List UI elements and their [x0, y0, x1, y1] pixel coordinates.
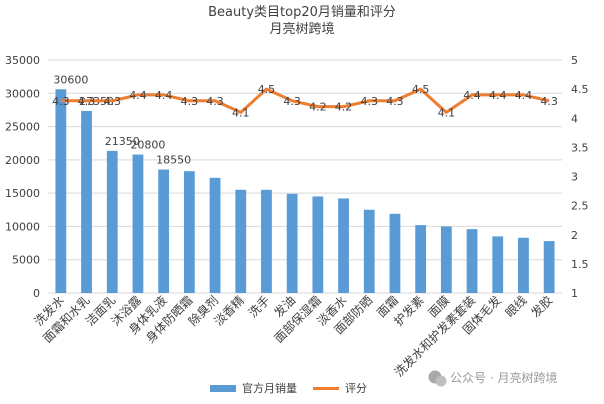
line-data-label: 4.3: [386, 95, 404, 108]
line-data-label: 4.3: [104, 95, 122, 108]
bar: [466, 229, 478, 293]
line-series: 4.3 4.3 4.3 4.4 4.4 4.3 4.3 4.1 4.5 4.3 4.2 4.2 4.3 4…: [52, 83, 558, 119]
line-data-label: 4.4: [489, 89, 507, 102]
left-axis-ticks: 0 5000 10000 15000 20000 25000 30000 35000: [5, 54, 40, 300]
bar: [518, 237, 529, 293]
line-data-label: 4.1: [232, 106, 250, 119]
line-data-label: 4.2: [309, 101, 327, 114]
x-tick-label: 淡香精: [212, 293, 247, 328]
bar: [492, 236, 504, 293]
line-data-label: 4.3: [78, 95, 96, 108]
y-left-tick-label: 0: [33, 287, 40, 300]
chart-title: Beauty类目top20月销量和评分: [208, 5, 396, 20]
line-data-label: 4.3: [206, 95, 224, 108]
bar: [132, 154, 144, 293]
line-data-label: 4.5: [258, 83, 276, 96]
y-left-tick-label: 5000: [12, 254, 40, 267]
line-data-label: 4.5: [412, 83, 430, 96]
bar-data-label: 30600: [53, 73, 88, 86]
bar: [312, 196, 324, 293]
y-left-tick-label: 25000: [5, 121, 40, 134]
bar-data-label: 21350: [105, 135, 140, 148]
x-tick-label: 护发素: [391, 293, 427, 329]
legend-bar-swatch: [210, 385, 236, 392]
bar: [106, 150, 118, 293]
bar: [261, 189, 272, 293]
y-right-tick-label: 4.5: [571, 83, 589, 96]
bar: [158, 169, 170, 293]
bar: [183, 171, 195, 293]
line-data-label: 4.3: [181, 95, 199, 108]
y-right-tick-label: 2.5: [571, 200, 589, 213]
right-axis-ticks: 1 1.5 2 2.5 3 3.5 4 4.5 5: [571, 54, 589, 300]
x-tick-label: 眼线: [503, 293, 530, 320]
bar: [235, 189, 247, 293]
category-axis-labels: 洗发水面霜和水乳洁面乳沐浴露身体乳液身体防晒霜除臭剂淡香精洗手发油面部保湿霜淡香…: [31, 293, 555, 380]
y-left-tick-label: 20000: [5, 154, 40, 167]
y-left-tick-label: 30000: [5, 87, 40, 100]
bar: [55, 89, 67, 293]
legend: 官方月销量 评分: [210, 381, 367, 395]
line-data-label: 4.2: [335, 101, 353, 114]
line-path: [60, 87, 550, 114]
bar: [440, 226, 452, 293]
y-right-tick-label: 3.5: [571, 141, 589, 154]
line-data-label: 4.3: [361, 95, 379, 108]
legend-bar-label: 官方月销量: [242, 381, 297, 395]
line-data-label: 4.3: [540, 95, 558, 108]
y-right-tick-label: 1: [571, 287, 578, 300]
line-data-label: 4.4: [515, 89, 533, 102]
watermark-text: 公众号 · 月亮树跨境: [450, 370, 557, 385]
y-left-tick-label: 10000: [5, 220, 40, 233]
bar: [338, 198, 349, 293]
line-data-label: 4.1: [438, 106, 456, 119]
x-tick-label: 发胶: [528, 293, 556, 321]
bar-data-label: 20800: [130, 139, 165, 152]
line-data-label: 4.4: [463, 89, 481, 102]
y-left-tick-label: 35000: [5, 54, 40, 67]
y-right-tick-label: 5: [571, 54, 578, 67]
bar: [286, 193, 298, 293]
y-left-tick-label: 15000: [5, 187, 40, 200]
bar: [81, 110, 92, 293]
line-data-label: 4.4: [155, 89, 173, 102]
line-data-label: 4.3: [52, 95, 70, 108]
bar: [363, 209, 375, 293]
legend-line-label: 评分: [345, 382, 367, 395]
line-data-label: 4.4: [129, 89, 147, 102]
y-right-tick-label: 1.5: [571, 258, 589, 271]
bar: [415, 225, 427, 293]
bar: [389, 213, 401, 293]
y-right-tick-label: 3: [571, 171, 578, 184]
x-tick-label: 洗手: [246, 293, 273, 320]
y-right-tick-label: 2: [571, 229, 578, 242]
watermark: 公众号 · 月亮树跨境: [428, 370, 557, 387]
bar: [209, 177, 221, 293]
bar-data-label: 18550: [156, 154, 191, 167]
bar: [543, 241, 555, 293]
line-data-label: 4.3: [283, 95, 301, 108]
y-right-tick-label: 4: [571, 112, 578, 125]
chart-subtitle: 月亮树跨境: [269, 21, 334, 37]
